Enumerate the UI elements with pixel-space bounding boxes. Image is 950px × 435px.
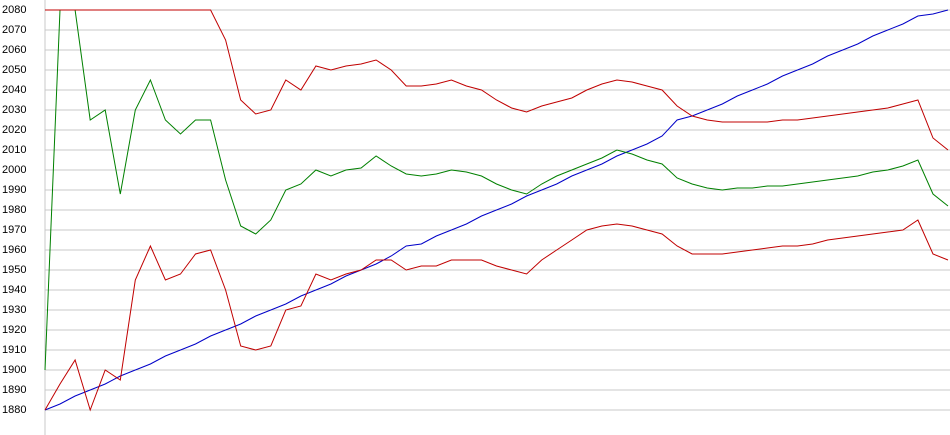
y-tick-label: 1900 <box>2 364 26 376</box>
y-tick-label: 2040 <box>2 84 26 96</box>
series-line <box>44 9 949 371</box>
y-tick-label: 1890 <box>2 384 26 396</box>
y-tick-label: 2050 <box>2 64 26 76</box>
series-line <box>44 219 949 412</box>
y-tick-label: 1990 <box>2 184 26 196</box>
y-tick-label: 1940 <box>2 284 26 296</box>
y-tick-label: 2000 <box>2 164 26 176</box>
y-tick-label: 2070 <box>2 24 26 36</box>
y-tick-label: 1910 <box>2 344 26 356</box>
y-tick-label: 1920 <box>2 324 26 336</box>
y-tick-label: 2080 <box>2 4 26 16</box>
y-tick-label: 1970 <box>2 224 26 236</box>
y-tick-label: 1960 <box>2 244 26 256</box>
series-line <box>44 9 949 411</box>
y-tick-label: 2020 <box>2 124 26 136</box>
y-tick-label: 1930 <box>2 304 26 316</box>
y-tick-label: 1880 <box>2 404 26 416</box>
y-tick-label: 1950 <box>2 264 26 276</box>
y-tick-label: 1980 <box>2 204 26 216</box>
series-line <box>45 9 949 151</box>
y-tick-label: 2030 <box>2 104 26 116</box>
y-tick-label: 2060 <box>2 44 26 56</box>
y-tick-label: 2010 <box>2 144 26 156</box>
